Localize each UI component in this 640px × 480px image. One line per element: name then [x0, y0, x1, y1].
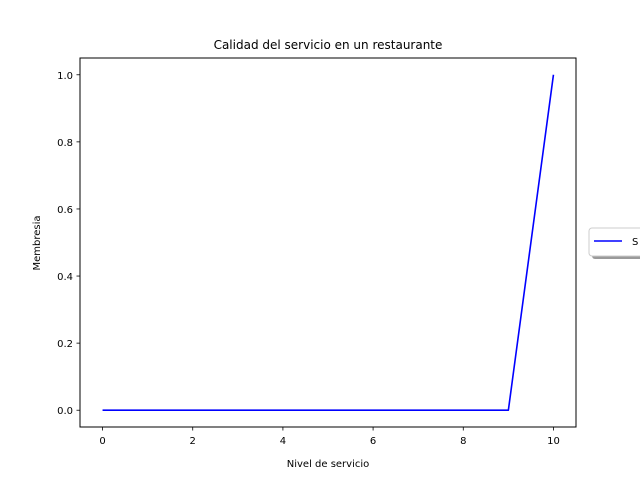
- y-axis-label: Membresia: [32, 215, 43, 270]
- legend: S: [588, 227, 640, 259]
- y-tick-label: 0.4: [57, 272, 73, 283]
- x-tick-label: 0: [99, 436, 105, 447]
- y-axis-ticks: 0.0 0.2 0.4 0.6 0.8 1.0: [57, 71, 80, 417]
- chart-title: Calidad del servicio en un restaurante: [214, 38, 443, 52]
- y-tick-label: 0.0: [57, 406, 73, 417]
- x-tick-label: 8: [460, 436, 466, 447]
- series-line-1: [102, 74, 555, 412]
- x-tick-label: 2: [190, 436, 196, 447]
- x-axis-label: Nivel de servicio: [287, 459, 370, 470]
- legend-label: S: [632, 237, 638, 248]
- y-tick-label: 0.6: [57, 205, 73, 216]
- y-tick-label: 1.0: [57, 71, 73, 82]
- x-tick-label: 4: [280, 436, 286, 447]
- legend-box: [588, 227, 640, 257]
- plot-area: [79, 57, 577, 428]
- y-tick-label: 0.2: [57, 339, 73, 350]
- x-tick-label: 6: [370, 436, 376, 447]
- x-tick-label: 10: [547, 436, 560, 447]
- y-tick-label: 0.8: [57, 138, 73, 149]
- series-layer: [102, 74, 555, 412]
- plot-frame: [79, 57, 577, 428]
- x-axis-ticks: 0 2 4 6 8 10: [99, 427, 560, 447]
